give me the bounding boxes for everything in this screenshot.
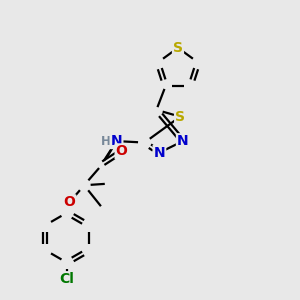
Text: O: O [116, 144, 128, 158]
Text: S: S [173, 41, 183, 55]
Text: N: N [111, 134, 122, 148]
Text: O: O [64, 195, 75, 209]
Text: Cl: Cl [60, 272, 74, 286]
Text: N: N [154, 146, 165, 160]
Text: N: N [177, 134, 189, 148]
Text: H: H [100, 135, 110, 148]
Text: S: S [175, 110, 185, 124]
